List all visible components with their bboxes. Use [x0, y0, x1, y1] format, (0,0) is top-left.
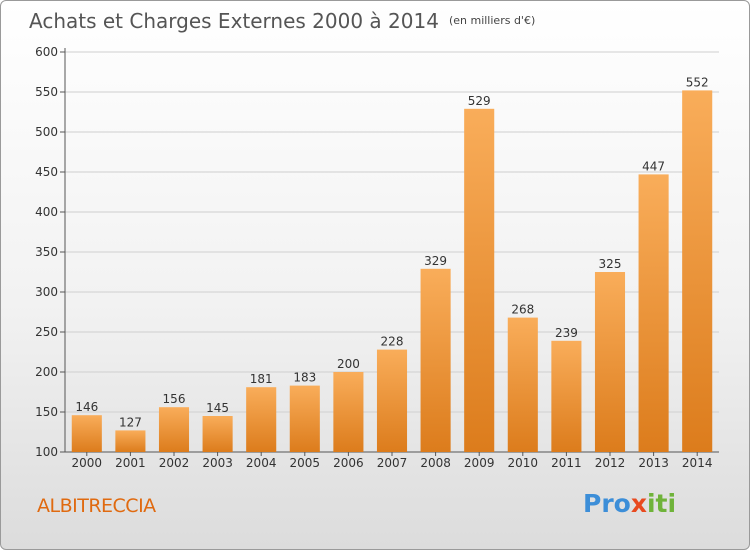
bar-value-label: 325	[599, 257, 622, 271]
bar	[158, 407, 190, 452]
x-tick-label: 2008	[420, 456, 451, 470]
bar	[246, 387, 277, 452]
y-tick-label: 150	[35, 405, 58, 419]
bar-value-label: 239	[555, 326, 578, 340]
bar-value-label: 145	[206, 401, 229, 415]
bar-value-label: 183	[293, 371, 316, 385]
bar-value-label: 156	[163, 392, 186, 406]
bar-value-label: 552	[686, 75, 709, 89]
bar	[594, 272, 626, 452]
bar-value-label: 181	[250, 372, 273, 386]
logo-part-3: iti	[646, 489, 677, 518]
proxiti-logo: Proxiti	[583, 489, 676, 518]
y-tick-label: 500	[35, 125, 58, 139]
bar	[638, 174, 669, 452]
y-tick-label: 600	[35, 45, 58, 59]
y-tick-label: 300	[35, 285, 58, 299]
x-tick-label: 2012	[595, 456, 626, 470]
x-tick-label: 2010	[508, 456, 539, 470]
chart-subtitle: (en milliers d'€)	[448, 14, 536, 27]
bar	[507, 317, 538, 452]
x-tick-label: 2002	[159, 456, 190, 470]
x-tick-label: 2000	[72, 456, 103, 470]
chart-title: Achats et Charges Externes 2000 à 2014 (e…	[29, 9, 535, 33]
bar	[551, 340, 582, 452]
bar	[115, 430, 146, 452]
x-tick-label: 2014	[682, 456, 713, 470]
x-tick-label: 2009	[464, 456, 495, 470]
title-text: Achats et Charges Externes 2000 à 2014	[29, 9, 439, 33]
x-tick-label: 2006	[333, 456, 364, 470]
bar-value-label: 200	[337, 357, 360, 371]
bar-value-label: 329	[424, 254, 447, 268]
x-tick-label: 2011	[551, 456, 582, 470]
bar	[420, 268, 451, 452]
y-tick-label: 450	[35, 165, 58, 179]
bar-value-label: 146	[75, 400, 98, 414]
bar	[202, 416, 233, 452]
bar	[464, 108, 495, 453]
bar-value-label: 228	[381, 335, 404, 349]
y-tick-label: 100	[35, 445, 58, 459]
y-tick-label: 350	[35, 245, 58, 259]
y-tick-label: 200	[35, 365, 58, 379]
y-tick-label: 250	[35, 325, 58, 339]
bar	[71, 415, 102, 452]
logo-part-1: Pro	[583, 489, 631, 518]
x-tick-label: 2007	[377, 456, 408, 470]
bar-value-label: 127	[119, 415, 142, 429]
bar	[289, 385, 320, 452]
bar	[682, 90, 713, 453]
x-tick-label: 2003	[202, 456, 233, 470]
town-name: ALBITRECCIA	[37, 495, 156, 517]
bar-value-label: 268	[511, 303, 534, 317]
bar	[376, 349, 408, 452]
x-tick-label: 2004	[246, 456, 277, 470]
x-tick-label: 2001	[115, 456, 146, 470]
bar	[333, 372, 364, 452]
bar-value-label: 447	[642, 159, 665, 173]
y-tick-label: 550	[35, 85, 58, 99]
x-tick-label: 2013	[638, 456, 669, 470]
logo-part-2: x	[630, 489, 647, 518]
x-tick-label: 2005	[290, 456, 321, 470]
bar-value-label: 529	[468, 94, 491, 108]
y-tick-label: 400	[35, 205, 58, 219]
